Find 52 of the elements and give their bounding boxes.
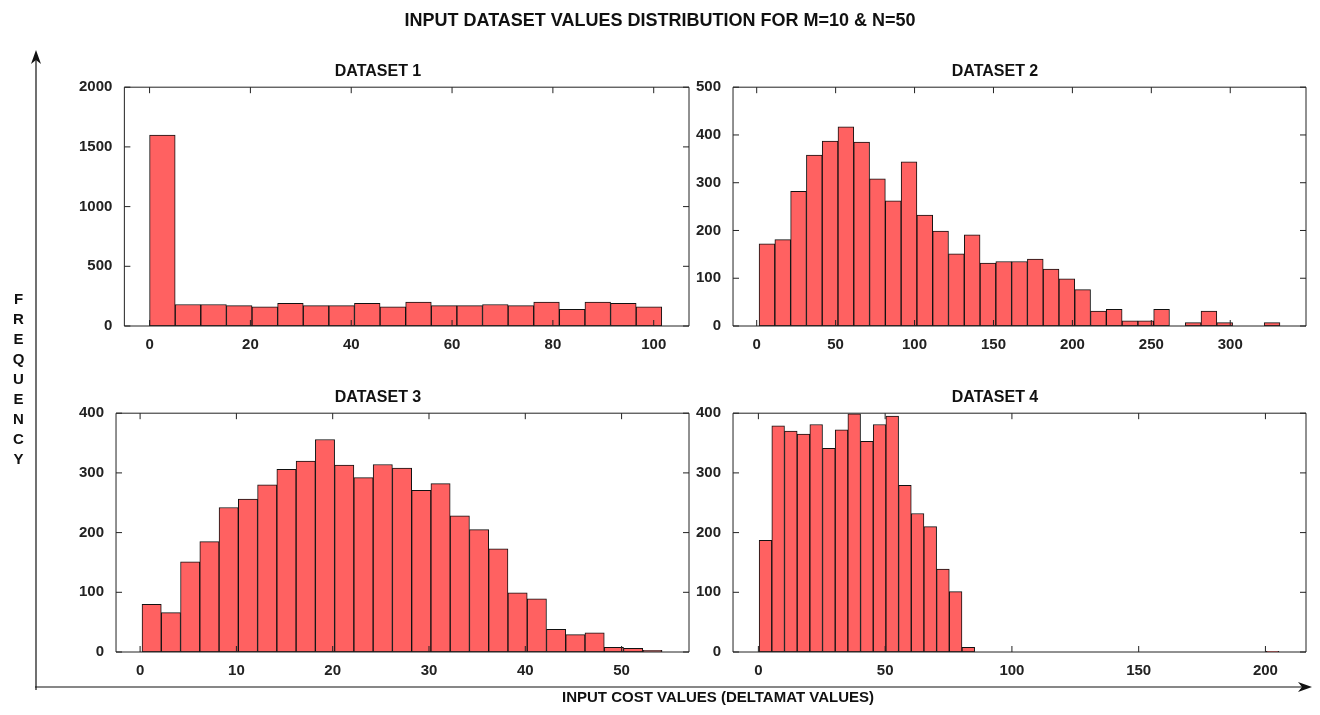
y-tick-label: 0 xyxy=(95,642,105,660)
x-tick-label: 150 xyxy=(1126,661,1152,679)
x-tick-label: 200 xyxy=(1059,335,1085,353)
y-tick-label: 0 xyxy=(712,316,722,334)
y-tick-label: 200 xyxy=(79,522,105,540)
y-tick-label: 200 xyxy=(696,220,722,238)
x-tick-label: 200 xyxy=(1252,661,1278,679)
y-tick-label: 400 xyxy=(696,125,722,143)
x-tick-label: 40 xyxy=(516,661,534,679)
chart-title: DATASET 4 xyxy=(951,388,1039,406)
x-tick-label: 100 xyxy=(999,661,1025,679)
y-tick-label: 0 xyxy=(104,316,113,334)
x-tick-label: 20 xyxy=(242,335,259,353)
y-tick-label: 1000 xyxy=(78,196,113,214)
chart-title: DATASET 2 xyxy=(951,62,1039,80)
y-tick-label: 400 xyxy=(79,403,105,421)
x-tick-label: 50 xyxy=(613,661,630,679)
y-tick-label: 300 xyxy=(79,463,105,481)
x-tick-label: 30 xyxy=(420,661,438,679)
y-tick-label: 2000 xyxy=(78,77,113,95)
x-tick-label: 10 xyxy=(228,661,245,679)
x-tick-label: 50 xyxy=(876,661,894,679)
y-axis-title: FREQUENCY xyxy=(9,290,28,470)
x-axis-title: INPUT COST VALUES (DELTAMAT VALUES) xyxy=(561,688,875,705)
y-tick-label: 500 xyxy=(87,256,113,274)
x-tick-label: 80 xyxy=(544,335,562,353)
x-tick-label: 60 xyxy=(443,335,461,353)
chart-title: DATASET 1 xyxy=(334,62,422,80)
x-tick-label: 100 xyxy=(641,335,667,353)
x-tick-label: 20 xyxy=(324,661,342,679)
y-tick-label: 100 xyxy=(696,582,722,600)
y-tick-label: 400 xyxy=(696,403,722,421)
x-tick-label: 50 xyxy=(827,335,844,353)
y-tick-label: 0 xyxy=(712,642,722,660)
text: INPUT DATASET VALUES DISTRIBUTION FOR M=10 & N=50 xyxy=(403,10,917,31)
y-tick-label: 300 xyxy=(696,463,722,481)
x-tick-label: 150 xyxy=(980,335,1006,353)
y-tick-label: 1500 xyxy=(78,137,113,155)
y-tick-label: 500 xyxy=(696,77,722,95)
x-tick-label: 0 xyxy=(754,661,763,679)
x-tick-label: 300 xyxy=(1217,335,1243,353)
chart-title: DATASET 3 xyxy=(334,388,422,406)
y-tick-label: 300 xyxy=(696,172,722,190)
x-tick-label: 0 xyxy=(752,335,761,353)
y-tick-label: 100 xyxy=(79,582,105,600)
x-tick-label: 100 xyxy=(902,335,928,353)
x-tick-label: 250 xyxy=(1138,335,1164,353)
x-tick-label: 40 xyxy=(342,335,360,353)
y-tick-label: 200 xyxy=(696,522,722,540)
x-tick-label: 0 xyxy=(135,661,145,679)
x-tick-label: 0 xyxy=(145,335,154,353)
y-tick-label: 100 xyxy=(696,268,722,286)
